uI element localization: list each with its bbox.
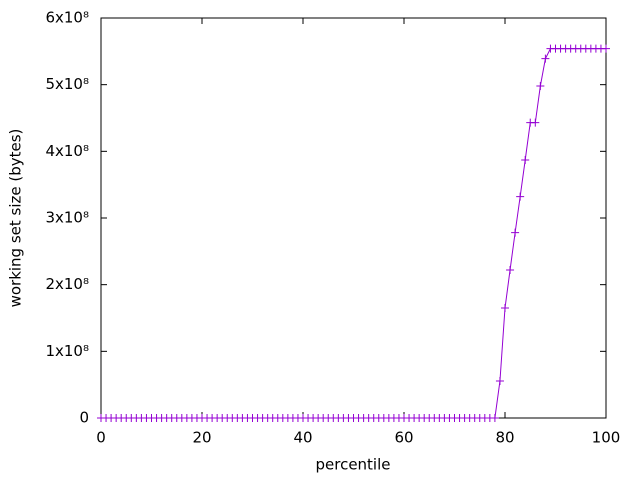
point-marker xyxy=(536,82,545,90)
point-marker xyxy=(521,156,530,164)
y-tick-label: 3x10⁸ xyxy=(45,209,89,227)
point-marker xyxy=(490,414,499,422)
point-marker xyxy=(506,266,515,274)
point-marker xyxy=(516,192,525,201)
y-tick-label: 0 xyxy=(79,409,89,427)
x-tick-label: 100 xyxy=(592,429,621,447)
x-axis-label: percentile xyxy=(315,456,390,474)
x-tick-label: 0 xyxy=(96,429,106,447)
y-tick-label: 6x10⁸ xyxy=(45,9,89,27)
point-marker xyxy=(531,118,540,127)
point-marker xyxy=(495,377,504,385)
x-tick-label: 40 xyxy=(293,429,312,447)
point-marker xyxy=(501,304,509,312)
x-tick-label: 20 xyxy=(192,429,211,447)
y-axis-label: working set size (bytes) xyxy=(7,129,25,308)
point-marker xyxy=(511,228,520,237)
y-tick-label: 4x10⁸ xyxy=(45,142,89,160)
x-tick-label: 60 xyxy=(394,429,413,447)
plot-border xyxy=(100,17,607,419)
x-tick-label: 80 xyxy=(495,429,514,447)
y-tick-label: 2x10⁸ xyxy=(45,275,89,293)
series-line xyxy=(101,48,606,419)
y-tick-label: 5x10⁸ xyxy=(45,75,89,93)
point-marker xyxy=(541,54,550,63)
point-marker xyxy=(602,44,610,53)
y-tick-label: 1x10⁸ xyxy=(45,342,89,360)
